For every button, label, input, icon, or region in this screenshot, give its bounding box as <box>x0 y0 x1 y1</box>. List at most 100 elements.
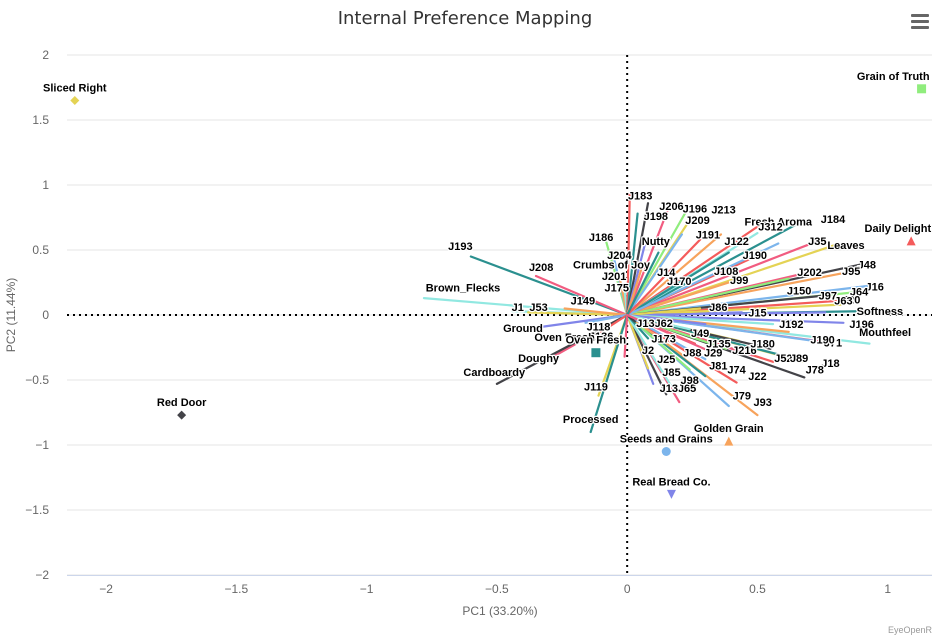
attribute-vectors <box>422 193 876 434</box>
vector-label: J191 <box>696 229 720 241</box>
vector-label: Processed <box>563 414 619 426</box>
vector-label: J118 <box>587 322 611 334</box>
vector-cardboardy <box>495 313 629 385</box>
vector-j149 <box>563 307 629 317</box>
vector-j184 <box>626 219 806 317</box>
vector-j33 <box>626 251 660 317</box>
vector-label: J193 <box>448 241 472 253</box>
product-label-grain-of-truth: Grain of Truth <box>857 71 930 83</box>
vector-label: Crumbs of Joy <box>573 259 651 271</box>
vector-label: J183 <box>628 190 652 202</box>
vector-label: Doughy <box>518 353 560 365</box>
vector-label: J98 <box>681 375 699 387</box>
vector-j149b <box>626 311 827 317</box>
vector-label: J186 <box>589 232 613 244</box>
vector-j2 <box>623 313 629 358</box>
vector-j63 <box>626 303 842 317</box>
vector-label: J173 <box>651 333 675 345</box>
vector-label: J175 <box>605 283 629 295</box>
vector-label: J81 <box>709 361 727 373</box>
vector-label: J29 <box>704 348 722 360</box>
x-tick-label: 1 <box>884 582 891 596</box>
vector-label: J88 <box>683 348 701 360</box>
vector-label: J14 <box>657 267 676 279</box>
menu-line <box>911 20 929 23</box>
vector-j88 <box>626 313 686 358</box>
vector-j142 <box>626 313 728 350</box>
vector-j193 <box>469 255 629 317</box>
x-tick-label: −2 <box>99 582 113 596</box>
vector-label: J78 <box>806 365 824 377</box>
product-label-seeds-and-grains: Seeds and Grains <box>620 434 713 446</box>
hamburger-menu-icon[interactable] <box>908 12 932 34</box>
vector-j183 <box>626 193 631 317</box>
vector-label: J99 <box>730 275 748 287</box>
vector-label: J206 <box>659 201 683 213</box>
product-marker-sliced-right <box>70 96 80 105</box>
chart-credits: EyeOpenR <box>888 625 933 635</box>
y-tick-label: −0.5 <box>25 373 49 387</box>
y-tick-label: 0.5 <box>32 243 49 257</box>
product-marker-seeds-and-grains <box>661 447 671 456</box>
y-tick-label: 2 <box>42 48 49 62</box>
vector-label: J95 <box>842 266 860 278</box>
vector-label: J202 <box>797 267 821 279</box>
vector-j136 <box>600 313 629 333</box>
vector-j8 <box>626 313 707 326</box>
x-axis-title: PC1 (33.20%) <box>462 604 537 618</box>
vector-label: Mouthfeel <box>859 327 911 339</box>
product-marker-daily-delight <box>906 236 916 246</box>
vector-label: J71 <box>824 337 842 349</box>
vector-label: Softness <box>857 306 903 318</box>
product-marker-red-door <box>177 410 187 420</box>
vector-j53 <box>527 311 629 317</box>
product-label-real-bread-co: Real Bread Co. <box>632 476 710 488</box>
vector-label: J79 <box>733 391 751 403</box>
vector-j196 <box>626 206 670 317</box>
y-tick-label: 0 <box>42 308 49 322</box>
vector-label: J184 <box>821 214 846 226</box>
y-tick-label: 1.5 <box>32 113 49 127</box>
vector-j82 <box>626 251 730 317</box>
vector-label: J53 <box>529 302 547 314</box>
vector-crumbs-of-joy <box>626 263 644 317</box>
product-points: Sliced Right Grain of Truth Daily Delight R… <box>42 70 933 499</box>
vector-label: Fresh Aroma <box>745 216 813 228</box>
vector-label: Ground <box>503 323 543 335</box>
vector-label: J204 <box>607 250 632 262</box>
vector-j161 <box>626 242 780 317</box>
vector-label: J190 <box>743 250 767 262</box>
vector-label: J150 <box>787 285 811 297</box>
menu-line <box>911 14 929 17</box>
vector-j208 <box>534 274 629 317</box>
vector-j49 <box>626 313 691 331</box>
y-tick-label: −1.5 <box>25 503 49 517</box>
vector-label: J63 <box>834 296 852 308</box>
vector-label: J136 <box>589 331 613 343</box>
vector-j202 <box>626 277 790 317</box>
product-marker-real-bread-co <box>666 489 676 499</box>
vector-j198 <box>626 212 639 317</box>
vector-j14 <box>626 238 702 317</box>
vector-j81 <box>626 313 691 371</box>
product-label-red-door: Red Door <box>157 397 207 409</box>
vector-label: J180 <box>750 339 774 351</box>
vector-label: J16 <box>866 281 884 293</box>
vector-label: J135 <box>706 339 730 351</box>
vector-j206 <box>626 202 650 317</box>
vector-j118 <box>584 313 629 324</box>
product-label-sliced-right: Sliced Right <box>43 83 107 95</box>
vector-label: J119 <box>584 382 608 394</box>
vector-label: J108 <box>714 266 738 278</box>
vector-label: J149 <box>571 296 595 308</box>
vector-label: J192 <box>779 319 803 331</box>
vector-label: J20 <box>842 294 860 306</box>
y-tick-label: 1 <box>42 178 49 192</box>
vector-j13 <box>626 313 668 396</box>
vector-j35 <box>626 241 816 317</box>
vector-label: J190 <box>810 335 834 347</box>
y-tick-label: −1 <box>35 438 49 452</box>
x-tick-label: −1.5 <box>225 582 249 596</box>
